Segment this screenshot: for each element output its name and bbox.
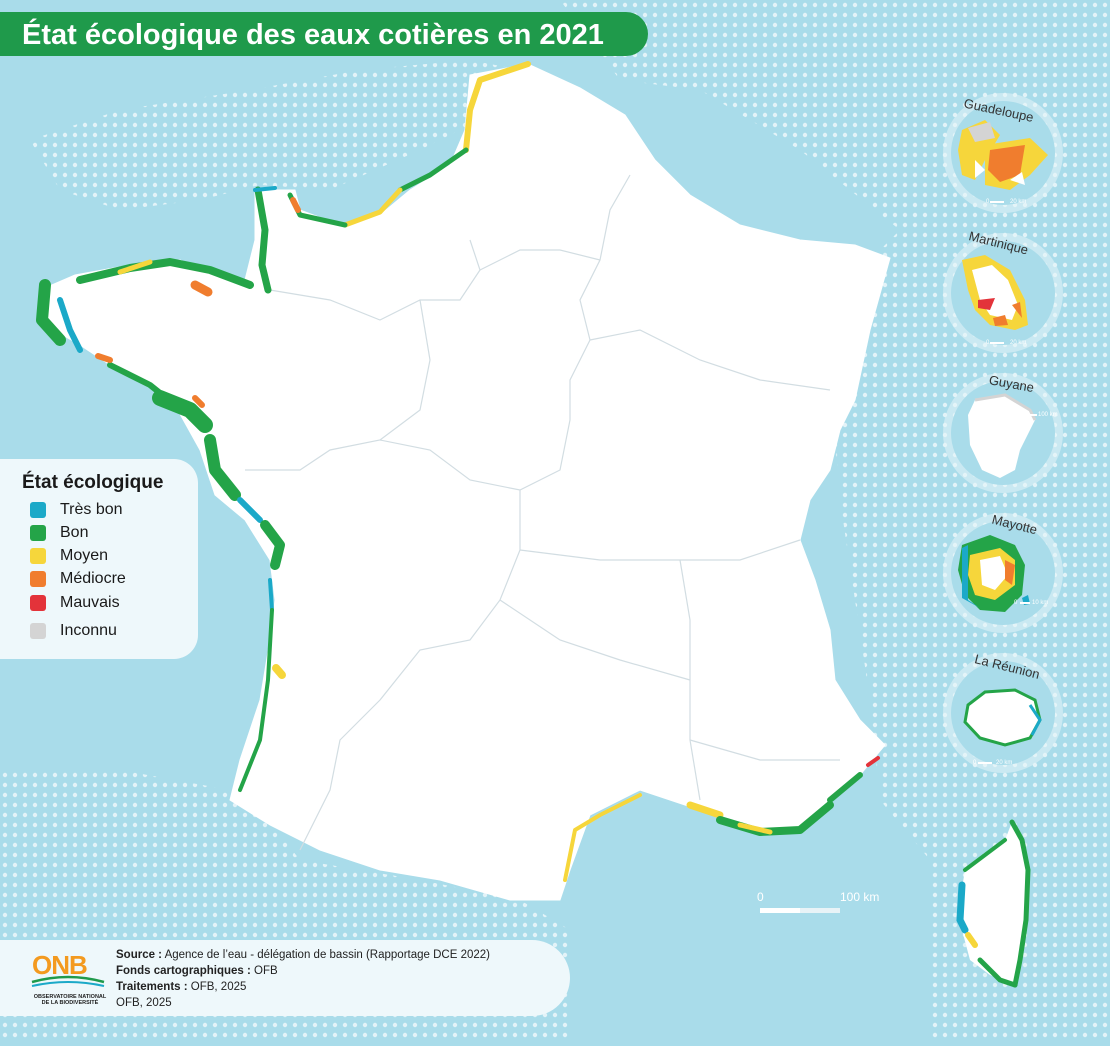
onb-logo <box>31 975 105 987</box>
coast-brittany-orange-2 <box>95 353 113 363</box>
svg-text:0: 0 <box>973 760 977 766</box>
svg-text:10 km: 10 km <box>1032 600 1048 606</box>
coast-vendee-blue <box>237 497 263 523</box>
coast-cotentin <box>254 186 272 294</box>
legend-item-tres-bon: Très bon <box>30 501 123 519</box>
coast-brittany-orange <box>190 280 213 297</box>
credit-copyright: OFB, 2025 <box>116 997 172 1009</box>
inset-guyane: Guyane 0 100 km <box>943 372 1063 493</box>
svg-text:20 km: 20 km <box>1010 199 1026 205</box>
legend-item-mediocre: Médiocre <box>30 570 126 588</box>
coast-finistere-blue <box>57 297 83 353</box>
swatch-moyen <box>30 548 46 564</box>
legend-panel: État écologique Très bon Bon Moyen Médio… <box>0 459 198 659</box>
scale-bar <box>760 908 840 913</box>
coast-loire-bay <box>152 390 213 433</box>
svg-text:100 km: 100 km <box>1038 412 1058 418</box>
credit-fonds: Fonds cartographiques : OFB <box>116 965 278 977</box>
inset-mayotte: Mayotte 0 10 km <box>943 512 1063 633</box>
coast-brittany-north-yellow <box>117 259 153 275</box>
coast-normandy-north <box>463 61 531 153</box>
coast-vendee <box>204 434 241 501</box>
swatch-mauvais <box>30 595 46 611</box>
coast-normandy-bay <box>397 147 469 193</box>
inset-reunion: La Réunion 0 20 km <box>943 651 1063 773</box>
svg-text:0: 0 <box>986 340 990 346</box>
credit-source: Source : Agence de l’eau - délégation de… <box>116 949 490 961</box>
legend-item-inconnu: Inconnu <box>30 622 117 640</box>
swatch-mediocre <box>30 571 46 587</box>
coast-aquitaine-north <box>268 578 274 612</box>
onb-logo-text: ONB <box>32 950 88 980</box>
coast-languedoc <box>563 793 642 882</box>
coast-cotentin-tip <box>253 186 277 192</box>
dot-grid-north <box>30 60 520 210</box>
region-borders <box>245 174 840 851</box>
legend-item-bon: Bon <box>30 524 88 542</box>
coast-aquitaine <box>238 608 274 792</box>
swatch-bon <box>30 525 46 541</box>
svg-text:0: 0 <box>1021 412 1025 418</box>
map-title: État écologique des eaux cotières en 202… <box>22 19 604 51</box>
svg-text:0: 0 <box>986 199 990 205</box>
scale-distance-label: 100 km <box>840 890 880 904</box>
coast-provence-1 <box>686 801 724 819</box>
corsica-coast <box>956 819 1031 988</box>
swatch-tres-bon <box>30 502 46 518</box>
credits-panel <box>0 940 570 1016</box>
svg-text:20 km: 20 km <box>1010 340 1026 346</box>
legend-item-moyen: Moyen <box>30 547 108 565</box>
legend-title: État écologique <box>22 472 164 493</box>
swatch-inconnu <box>30 623 46 639</box>
inset-martinique: Martinique 0 20 km <box>943 228 1063 353</box>
legend-item-mauvais: Mauvais <box>30 594 120 612</box>
svg-text:0: 0 <box>1014 600 1018 606</box>
coast-nice <box>866 756 880 767</box>
coast-riviera <box>827 772 863 803</box>
credit-traitements: Traitements : OFB, 2025 <box>116 981 247 993</box>
coast-segments <box>36 61 880 882</box>
coast-charente <box>260 520 285 570</box>
svg-text:20 km: 20 km <box>996 760 1012 766</box>
coast-loire-orange <box>192 395 205 408</box>
inset-guadeloupe: Guadeloupe 0 20 km <box>943 93 1063 213</box>
scale-zero-label: 0 <box>757 890 764 904</box>
title-banner <box>0 12 648 56</box>
coast-finistere <box>36 279 66 346</box>
coast-arcachon <box>272 664 286 679</box>
coast-provence-3 <box>737 822 773 835</box>
coast-brittany-north <box>76 258 254 289</box>
coast-seine <box>342 187 403 228</box>
coast-seine-orange <box>290 197 301 213</box>
onb-logo-subtitle: OBSERVATOIRE NATIONAL DE LA BIODIVERSITÉ <box>33 994 107 1006</box>
